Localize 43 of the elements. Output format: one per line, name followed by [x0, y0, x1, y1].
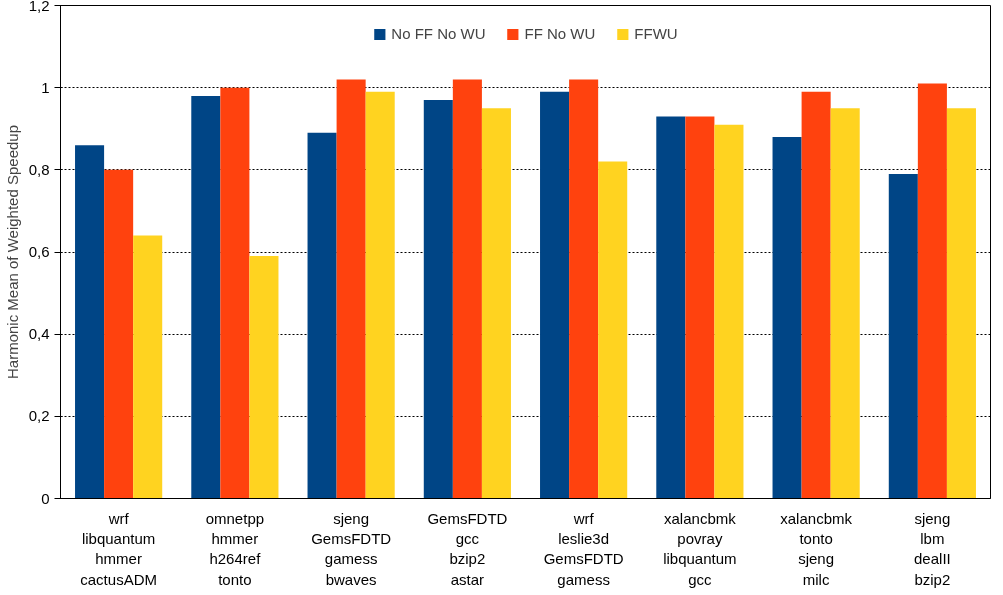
y-axis-title: Harmonic Mean of Weighted Speedup: [3, 124, 21, 380]
bar: [75, 145, 105, 499]
bar: [569, 79, 599, 499]
bar: [772, 136, 802, 499]
bar: [249, 256, 279, 499]
x-tick-label: wrf leslie3d GemsFDTD gamess: [543, 509, 624, 588]
legend-label: FFWU: [634, 25, 678, 42]
legend-label: No FF No WU: [391, 25, 486, 42]
bar: [685, 116, 715, 499]
x-tick-label: xalancbmk povray libquantum gcc: [663, 509, 737, 588]
x-tick-label: GemsFDTD gcc bzip2 astar: [427, 509, 508, 588]
bar: [714, 124, 744, 499]
bar: [481, 108, 511, 499]
bar: [365, 91, 395, 499]
x-tick-label: sjeng lbm dealII bzip2: [914, 509, 951, 588]
y-tick-label: 0,8: [28, 160, 50, 178]
bar: [104, 169, 134, 499]
y-tick-label: 1: [41, 78, 50, 96]
x-tick-label: omnetpp hmmer h264ref tonto: [205, 509, 265, 588]
legend-label: FF No WU: [524, 25, 596, 42]
bar: [191, 95, 221, 499]
bar: [133, 235, 163, 499]
y-tick-label: 0: [41, 489, 50, 507]
bar: [946, 108, 976, 499]
bar: [598, 161, 628, 499]
bar: [830, 108, 860, 499]
y-tick-label: 1,2: [28, 0, 50, 14]
bar: [801, 91, 831, 499]
bar: [307, 132, 337, 499]
y-tick-label: 0,4: [28, 325, 50, 343]
x-tick-label: sjeng GemsFDTD gamess bwaves: [311, 509, 392, 588]
bar: [656, 116, 686, 499]
bar: [220, 87, 250, 499]
y-tick-label: 0,6: [28, 243, 50, 260]
bar: [452, 79, 482, 499]
bar: [888, 173, 918, 499]
x-tick-label: xalancbmk tonto sjeng milc: [780, 509, 853, 588]
bar: [423, 99, 453, 499]
x-tick-label: wrf libquantum hmmer cactusADM: [80, 509, 157, 588]
bar: [336, 79, 366, 499]
y-tick-label: 0,2: [28, 407, 50, 425]
bar: [917, 83, 947, 499]
bar: [540, 91, 570, 499]
